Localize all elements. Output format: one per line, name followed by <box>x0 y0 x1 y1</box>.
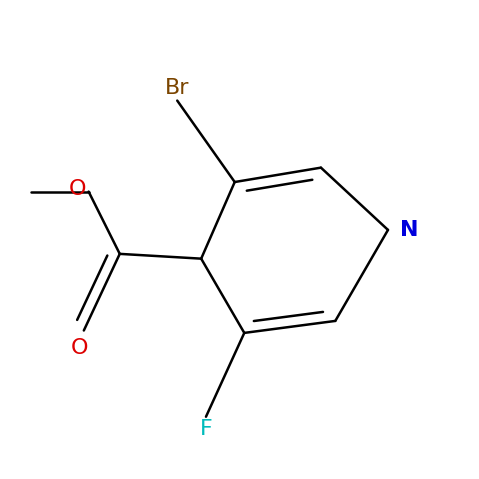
Text: O: O <box>70 338 88 358</box>
Text: O: O <box>68 179 86 199</box>
Text: Br: Br <box>165 78 190 98</box>
Text: F: F <box>200 419 212 439</box>
Text: N: N <box>400 220 419 240</box>
